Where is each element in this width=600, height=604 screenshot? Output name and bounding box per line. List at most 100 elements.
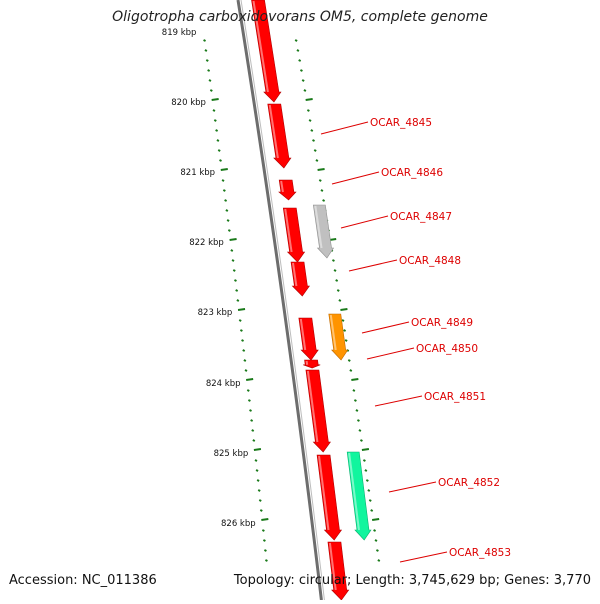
gene-arrow-ocar_4851-highlight bbox=[318, 455, 330, 531]
tick-mark-right bbox=[313, 149, 317, 152]
leader-line bbox=[340, 215, 389, 229]
tick-mark-left bbox=[231, 259, 235, 262]
tick-mark-right bbox=[335, 279, 339, 282]
tick-mark-right bbox=[347, 359, 351, 362]
tick-mark-left bbox=[256, 479, 260, 482]
tick-mark-left bbox=[252, 439, 256, 442]
leader-line bbox=[361, 321, 410, 334]
tick-mark-right bbox=[344, 339, 348, 342]
tick-mark-right bbox=[375, 549, 379, 552]
tick-mark-right bbox=[355, 409, 359, 412]
tick-mark-left bbox=[234, 279, 237, 282]
gene-arrow-ocar_4846-highlight bbox=[268, 104, 279, 159]
tick-mark-left bbox=[238, 319, 242, 322]
tick-mark-left bbox=[250, 419, 254, 422]
tick-mark-right bbox=[338, 299, 342, 302]
tick-mark-left bbox=[243, 359, 247, 362]
tick-mark-left bbox=[208, 79, 212, 82]
tick-mark-left bbox=[246, 389, 250, 392]
tick-mark-left bbox=[215, 129, 219, 132]
gene-arrow-ocar_4850-highlight bbox=[299, 318, 307, 351]
tick-mark-right bbox=[373, 529, 377, 532]
gene-arrow-ocar_4850 bbox=[298, 317, 319, 361]
gene-arrow-ocar_4845 bbox=[251, 0, 282, 103]
gene-label-ocar_4847: OCAR_4847 bbox=[390, 211, 452, 223]
tick-mark-left bbox=[224, 199, 228, 202]
tick-mark-left bbox=[213, 119, 217, 122]
tick-mark-left bbox=[236, 299, 240, 302]
tick-mark-left bbox=[226, 219, 230, 222]
tick-mark-left bbox=[222, 189, 226, 192]
tick-mark-right bbox=[306, 109, 310, 112]
backbone-highlight bbox=[240, 0, 325, 601]
tick-mark-left bbox=[247, 399, 251, 402]
tick-mark-right bbox=[359, 439, 363, 442]
tick-mark-right bbox=[361, 448, 370, 451]
leader-line bbox=[399, 551, 448, 563]
tick-mark-left bbox=[262, 539, 266, 542]
tick-mark-left bbox=[211, 98, 219, 101]
leader-line bbox=[348, 259, 398, 272]
tick-mark-left bbox=[209, 89, 213, 92]
axis-tick-label: 820 kbp bbox=[171, 98, 206, 108]
tick-mark-right bbox=[318, 179, 322, 182]
gene-label-ocar_4852: OCAR_4852 bbox=[438, 477, 500, 489]
tick-mark-right bbox=[333, 269, 337, 272]
gene-arrow-ocar_4853 bbox=[327, 541, 350, 601]
axis-tick-label: 826 kbp bbox=[221, 519, 256, 529]
gene-arrow-ocar_4850 bbox=[303, 359, 321, 369]
tick-mark-right bbox=[349, 369, 353, 372]
tick-mark-right bbox=[299, 69, 303, 72]
tick-mark-left bbox=[239, 329, 243, 332]
tick-mark-left bbox=[217, 149, 221, 152]
gene-arrow-ocar_4852-highlight bbox=[348, 452, 360, 531]
tick-mark-right bbox=[310, 129, 314, 132]
tick-mark-left bbox=[205, 59, 209, 62]
tick-mark-right bbox=[341, 319, 345, 322]
tick-mark-left bbox=[237, 308, 246, 311]
tick-mark-right bbox=[305, 98, 313, 101]
tick-mark-right bbox=[374, 539, 378, 542]
tick-mark-left bbox=[235, 289, 239, 292]
tick-mark-right bbox=[301, 79, 305, 82]
tick-mark-right bbox=[315, 159, 319, 162]
gene-label-ocar_4851: OCAR_4851 bbox=[424, 391, 486, 403]
tick-mark-right bbox=[353, 399, 357, 402]
tick-mark-right bbox=[352, 389, 356, 392]
genome-title: Oligotropha carboxidovorans OM5, complet… bbox=[112, 9, 488, 25]
tick-mark-left bbox=[261, 518, 269, 521]
tick-mark-left bbox=[257, 489, 261, 492]
backbone-line bbox=[236, 0, 323, 601]
leader-line bbox=[388, 481, 437, 493]
tick-mark-left bbox=[244, 369, 248, 372]
topology-summary: Topology: circular; Length: 3,745,629 bp… bbox=[233, 573, 591, 588]
gene-label-ocar_4849: OCAR_4849 bbox=[411, 317, 473, 329]
tick-mark-right bbox=[320, 189, 324, 192]
gene-arrow-ocar_4848 bbox=[282, 207, 306, 263]
axis-tick-label: 823 kbp bbox=[198, 308, 233, 318]
tick-mark-left bbox=[241, 339, 245, 342]
tick-mark-left bbox=[225, 209, 229, 212]
gene-arrow-ocar_4846 bbox=[278, 179, 297, 201]
tick-mark-left bbox=[227, 229, 231, 232]
tick-mark-right bbox=[317, 168, 325, 171]
tick-mark-right bbox=[365, 479, 369, 482]
tick-mark-left bbox=[212, 109, 216, 112]
gene-arrow-ocar_4848-highlight bbox=[292, 262, 298, 287]
gene-label-ocar_4853: OCAR_4853 bbox=[449, 547, 511, 559]
tick-mark-right bbox=[312, 139, 315, 142]
tick-mark-left bbox=[221, 179, 225, 182]
gene-arrow-ocar_4851 bbox=[316, 454, 343, 541]
leader-line bbox=[366, 347, 415, 360]
leader-line bbox=[331, 171, 380, 185]
tick-mark-left bbox=[232, 269, 236, 272]
tick-mark-left bbox=[203, 39, 206, 42]
tick-mark-left bbox=[261, 529, 265, 532]
tick-mark-left bbox=[220, 168, 228, 171]
tick-mark-left bbox=[242, 349, 246, 352]
gene-arrow-ocar_4850-highlight bbox=[305, 360, 309, 365]
tick-mark-right bbox=[368, 499, 372, 502]
accession-text: Accession: NC_011386 bbox=[9, 573, 157, 588]
tick-mark-right bbox=[303, 89, 307, 92]
